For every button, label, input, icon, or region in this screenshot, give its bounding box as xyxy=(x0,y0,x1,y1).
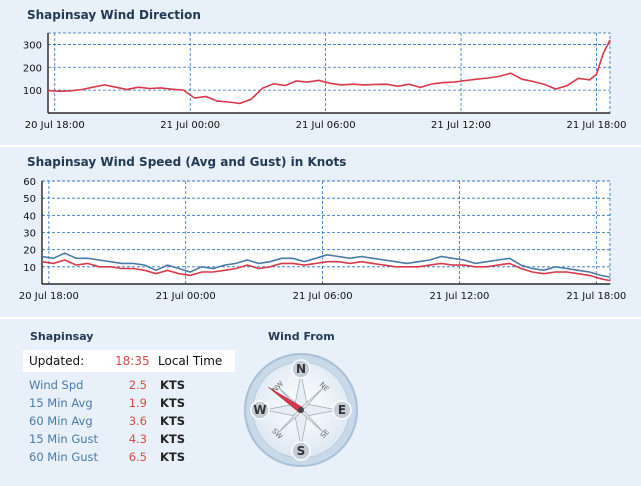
x-tick-label: 21 Jul 06:00 xyxy=(296,120,356,131)
x-tick-label: 21 Jul 06:00 xyxy=(293,291,353,302)
y-tick-label: 30 xyxy=(23,229,36,240)
updated-time: 18:35 xyxy=(115,354,150,368)
direction-chart-panel: Shapinsay Wind Direction 100 200 300 20 Jul… xyxy=(0,0,641,147)
stat-unit: KTS xyxy=(160,396,186,410)
x-tick-label: 21 Jul 18:00 xyxy=(566,120,626,131)
updated-zone: Local Time xyxy=(158,354,223,368)
compass-label-e: E xyxy=(338,403,346,417)
stat-row-60min-gust: 60 Min Gust 6.5 KTS xyxy=(29,450,229,467)
y-tick-label: 20 xyxy=(23,246,36,257)
y-tick-label: 10 xyxy=(23,263,36,274)
stat-value: 1.9 xyxy=(128,396,147,410)
stat-row-15min-gust: 15 Min Gust 4.3 KTS xyxy=(29,432,229,449)
direction-chart: 100 200 300 20 Jul 18:00 21 Jul 00:00 21 Jul … xyxy=(23,32,626,131)
stat-label: 60 Min Avg xyxy=(29,414,93,428)
plot-area xyxy=(48,33,610,113)
stat-value: 4.3 xyxy=(128,432,147,446)
stat-row-15min-avg: 15 Min Avg 1.9 KTS xyxy=(29,396,229,413)
stat-label: 60 Min Gust xyxy=(29,450,99,464)
x-tick-label: 21 Jul 12:00 xyxy=(431,120,491,131)
compass-label-w: W xyxy=(253,403,266,417)
updated-label: Updated: xyxy=(29,354,85,368)
x-tick-label: 21 Jul 00:00 xyxy=(156,291,216,302)
stat-label: 15 Min Avg xyxy=(29,396,93,410)
wind-from-title: Wind From xyxy=(268,330,335,343)
stat-value: 6.5 xyxy=(128,450,147,464)
compass-cardinals xyxy=(250,359,352,461)
compass-label-n: N xyxy=(296,362,306,376)
y-tick-label: 100 xyxy=(23,86,42,97)
speed-chart: 10 20 30 40 50 60 20 Jul 18:00 21 Jul 00:00 21 J… xyxy=(19,177,626,302)
speed-chart-panel: Shapinsay Wind Speed (Avg and Gust) in K… xyxy=(0,147,641,319)
x-tick-label: 20 Jul 18:00 xyxy=(19,291,79,302)
y-tick-label: 40 xyxy=(23,211,36,222)
stat-unit: KTS xyxy=(160,450,186,464)
stat-label: Wind Spd xyxy=(29,378,84,392)
stat-value: 3.6 xyxy=(128,414,147,428)
x-tick-label: 21 Jul 12:00 xyxy=(429,291,489,302)
compass: N E S W NE SE SW NW xyxy=(244,353,358,467)
compass-needle-icon xyxy=(268,386,304,413)
y-tick-label: 200 xyxy=(23,63,42,74)
speed-chart-title: Shapinsay Wind Speed (Avg and Gust) in K… xyxy=(27,155,347,169)
stat-unit: KTS xyxy=(160,432,186,446)
stat-label: 15 Min Gust xyxy=(29,432,99,446)
stat-unit: KTS xyxy=(160,414,186,428)
series-line-1 xyxy=(41,252,611,278)
series-line-2 xyxy=(41,259,611,282)
compass-label-se: SE xyxy=(319,428,331,440)
direction-chart-title: Shapinsay Wind Direction xyxy=(27,8,201,22)
x-tick-label: 20 Jul 18:00 xyxy=(25,120,85,131)
compass-label-s: S xyxy=(297,444,306,458)
stat-row-60min-avg: 60 Min Avg 3.6 KTS xyxy=(29,414,229,431)
series-line-1 xyxy=(47,39,611,105)
updated-box: Updated: 18:35 Local Time xyxy=(23,350,235,372)
x-tick-label: 21 Jul 18:00 xyxy=(566,291,626,302)
y-tick-label: 300 xyxy=(23,40,42,51)
y-tick-label: 50 xyxy=(23,194,36,205)
stat-value: 2.5 xyxy=(128,378,147,392)
info-panel: Shapinsay Wind From Updated: 18:35 Local… xyxy=(0,319,641,486)
station-name: Shapinsay xyxy=(30,330,94,343)
x-tick-label: 21 Jul 00:00 xyxy=(160,120,220,131)
stat-row-wind-spd: Wind Spd 2.5 KTS xyxy=(29,378,229,395)
y-tick-label: 60 xyxy=(23,177,36,188)
stat-unit: KTS xyxy=(160,378,186,392)
